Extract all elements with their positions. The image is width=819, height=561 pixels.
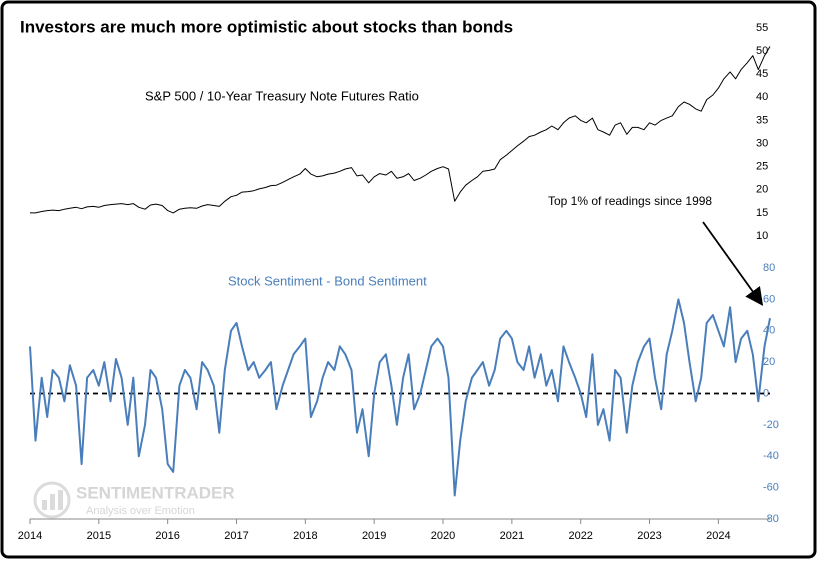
- x-tick-label: 2018: [293, 530, 317, 542]
- y-tick-label: 25: [756, 161, 768, 173]
- y-tick-label: 15: [756, 207, 768, 219]
- y-tick-label: 60: [763, 293, 775, 305]
- y-tick-label: 20: [756, 184, 768, 196]
- y-tick-label: 20: [763, 356, 775, 368]
- y-tick-label: 45: [756, 68, 768, 80]
- sentiment-label: Stock Sentiment - Bond Sentiment: [228, 273, 427, 288]
- y-tick-label: -60: [763, 482, 779, 494]
- y-tick-label: -20: [763, 419, 779, 431]
- x-tick-label: 2017: [224, 530, 248, 542]
- x-tick-label: 2022: [568, 530, 592, 542]
- y-tick-label: 0: [763, 387, 769, 399]
- y-tick-label: 55: [756, 22, 768, 34]
- annotation: Top 1% of readings since 1998: [548, 194, 712, 208]
- y-tick-label: 50: [756, 45, 768, 57]
- x-tick-label: 2015: [87, 530, 111, 542]
- y-tick-label: 30: [756, 137, 768, 149]
- series-line: [29, 298, 771, 497]
- watermark: SENTIMENTRADER Analysis over Emotion: [33, 481, 235, 519]
- logo-bar: [42, 500, 47, 510]
- logo-bar: [50, 494, 55, 510]
- y-tick-label: 80: [763, 262, 775, 274]
- x-tick-label: 2024: [706, 530, 730, 542]
- y-tick-label: -80: [763, 513, 779, 525]
- chart-title: Investors are much more optimistic about…: [20, 17, 513, 36]
- logo: [33, 481, 71, 519]
- ratio-label: S&P 500 / 10-Year Treasury Note Futures …: [145, 88, 419, 103]
- watermark-tagline: Analysis over Emotion: [86, 505, 195, 517]
- y-tick-label: 35: [756, 114, 768, 126]
- logo-bar: [58, 490, 63, 510]
- arrow: [702, 221, 764, 306]
- x-tick-label: 2014: [18, 530, 42, 542]
- x-tick-label: 2019: [362, 530, 386, 542]
- x-tick-label: 2020: [431, 530, 455, 542]
- x-tick-label: 2021: [500, 530, 524, 542]
- x-tick-label: 2016: [155, 530, 179, 542]
- y-tick-label: 10: [756, 230, 768, 242]
- y-tick-label: -40: [763, 450, 779, 462]
- x-tick-label: 2023: [637, 530, 661, 542]
- watermark-name: SENTIMENTRADER: [76, 483, 235, 502]
- y-tick-label: 40: [756, 91, 768, 103]
- series-line: [30, 46, 771, 214]
